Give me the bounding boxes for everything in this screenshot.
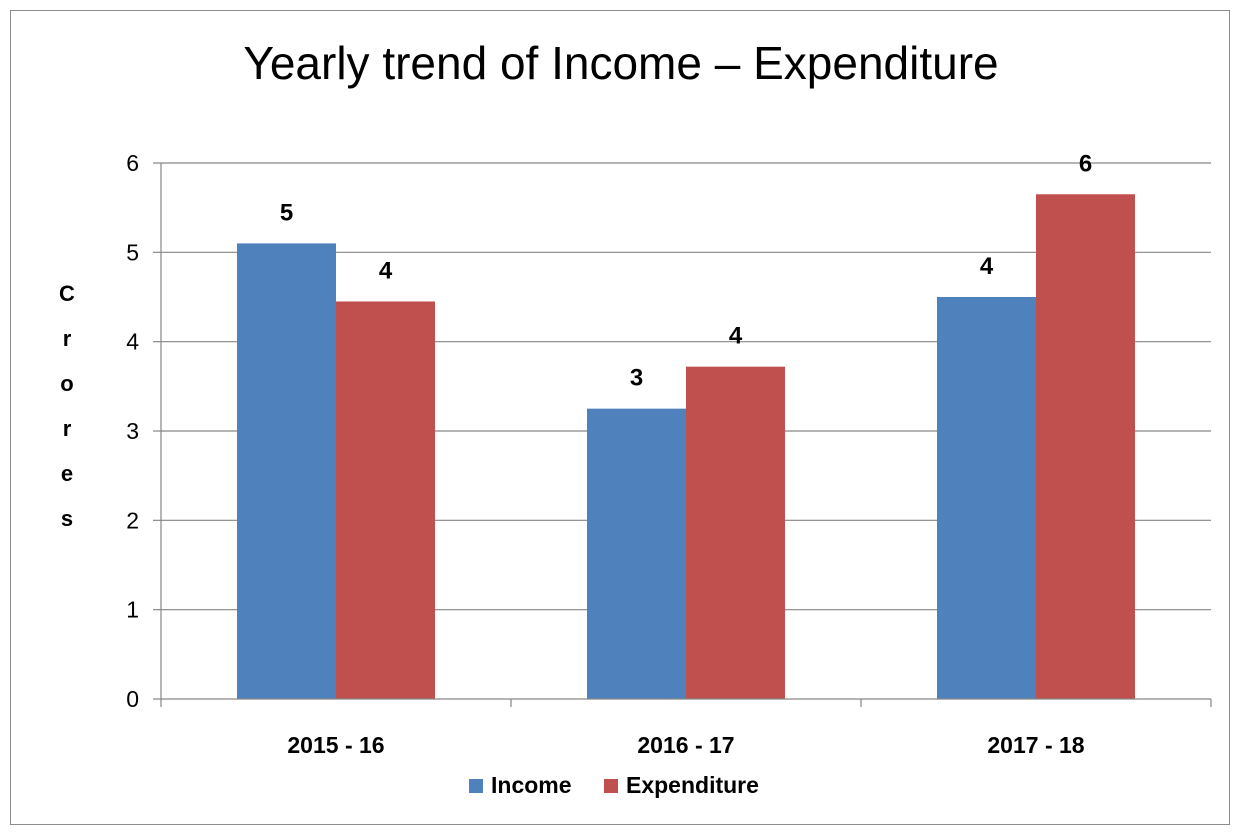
data-label: 6 xyxy=(1079,150,1092,177)
chart-frame: Yearly trend of Income – Expenditure 0 1 2… xyxy=(10,10,1230,825)
y-tick-label: 1 xyxy=(126,597,139,623)
y-axis-label-letter: r xyxy=(63,416,72,441)
bar-expenditure xyxy=(1036,194,1135,699)
data-labels: 5 4 3 4 4 6 xyxy=(280,150,1092,391)
y-axis-label-letter: s xyxy=(61,506,73,531)
bar-chart: Yearly trend of Income – Expenditure 0 1 2… xyxy=(59,37,1212,798)
y-tick-label: 0 xyxy=(126,686,139,712)
x-tick-label: 2017 - 18 xyxy=(987,732,1084,758)
axes: 0 1 2 3 4 5 6 2015 - 16 2016 - 17 2017 - 18 xyxy=(126,150,1212,758)
bars xyxy=(237,194,1135,699)
y-axis-label-letter: r xyxy=(63,326,72,351)
y-tick-label: 6 xyxy=(126,150,139,176)
x-tick-label: 2016 - 17 xyxy=(637,732,734,758)
y-tick-label: 3 xyxy=(126,418,139,444)
y-axis-label-letter: e xyxy=(61,461,73,486)
data-label: 4 xyxy=(980,253,994,280)
legend-label-income: Income xyxy=(491,772,572,798)
bar-expenditure xyxy=(686,366,785,699)
data-label: 4 xyxy=(729,323,743,350)
chart-title: Yearly trend of Income – Expenditure xyxy=(243,37,998,89)
y-tick-label: 2 xyxy=(126,507,139,533)
data-label: 3 xyxy=(630,365,643,392)
x-tick-label: 2015 - 16 xyxy=(287,732,384,758)
bar-income xyxy=(587,408,686,699)
data-label: 5 xyxy=(280,199,293,226)
data-label: 4 xyxy=(379,257,393,284)
bar-income xyxy=(237,243,336,699)
y-axis-label-letter: C xyxy=(59,281,75,306)
legend-swatch-income xyxy=(469,779,483,793)
bar-income xyxy=(937,297,1036,699)
y-tick-label: 4 xyxy=(126,329,139,355)
legend: Income Expenditure xyxy=(469,772,759,798)
legend-label-expenditure: Expenditure xyxy=(626,772,759,798)
legend-swatch-expenditure xyxy=(604,779,618,793)
y-axis-label-letter: o xyxy=(60,371,73,396)
bar-expenditure xyxy=(336,301,435,699)
y-tick-label: 5 xyxy=(126,239,139,265)
